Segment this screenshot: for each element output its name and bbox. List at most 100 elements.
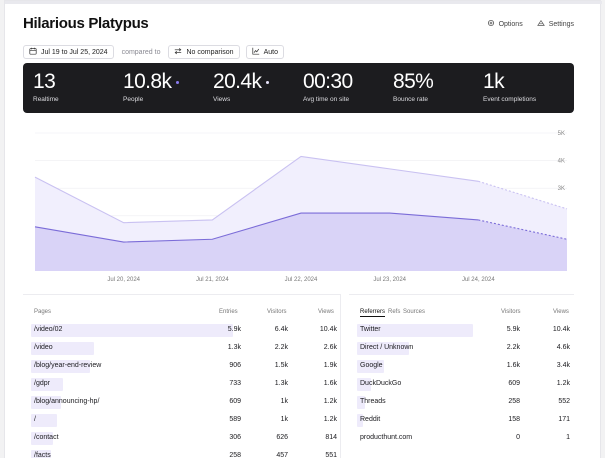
- row-label: producthunt.com: [360, 434, 413, 441]
- table-row[interactable]: / 589 1k 1.2k: [23, 411, 340, 429]
- row-label: /: [34, 416, 36, 423]
- row-share-bar: [31, 324, 233, 337]
- row-label: /contact: [34, 434, 59, 441]
- stat-event-completions[interactable]: 1k Event completions: [483, 70, 536, 103]
- people-series-dot: [176, 80, 180, 84]
- pages-list: /video/02 5.9k 6.4k 10.4k/video 1.3k 2.2k 2.6k…: [23, 321, 340, 458]
- row-label: /gdpr: [34, 380, 50, 387]
- row-share-bar: [357, 414, 363, 427]
- row-visitors: 626: [276, 434, 288, 441]
- stat-people[interactable]: 10.8k People: [123, 70, 180, 103]
- pages-panel: Pages Entries Visitors Views /video/02 5.…: [23, 294, 341, 458]
- row-views: 10.4k: [552, 326, 570, 333]
- table-row[interactable]: /facts 258 457 551: [23, 447, 340, 458]
- row-share-bar: [357, 396, 366, 409]
- row-label: /video/02: [34, 326, 63, 333]
- row-views: 814: [325, 434, 337, 441]
- table-row[interactable]: Reddit 158 171: [349, 411, 574, 429]
- y-tick-label: 3K: [558, 186, 565, 192]
- options-button[interactable]: Options: [487, 19, 523, 29]
- row-entries: 306: [229, 434, 241, 441]
- dashboard-page: Hilarious Platypus Options Settings Jul …: [4, 0, 602, 458]
- table-row[interactable]: Google 1.6k 3.4k: [349, 357, 574, 375]
- line-views-partial: [478, 180, 568, 210]
- stat-label: Event completions: [483, 96, 537, 103]
- row-share-bar: [357, 324, 473, 337]
- stat-value: 20.4k: [213, 70, 262, 93]
- table-row[interactable]: /blog/announcing-hp/609 1k 1.2k: [23, 393, 340, 411]
- line-people-partial: [478, 219, 568, 240]
- row-entries: 258: [229, 452, 241, 458]
- date-range-label: Jul 19 to Jul 25, 2024: [41, 48, 108, 56]
- row-visitors: 1k: [280, 416, 288, 423]
- table-row[interactable]: Direct / Unknown 2.2k 4.6k: [349, 339, 574, 357]
- pages-header-views: Views: [318, 309, 334, 315]
- row-visitors: 6.4k: [274, 326, 288, 333]
- row-views: 1.6k: [323, 380, 337, 387]
- filter-bar: Jul 19 to Jul 25, 2024 compared to No co…: [23, 45, 284, 59]
- row-label: /blog/year-end-review: [34, 362, 102, 369]
- compare-arrows-icon: [174, 47, 182, 57]
- row-visitors: 158: [508, 416, 520, 423]
- row-share-bar: [31, 360, 90, 373]
- table-row[interactable]: /contact 306 626 814: [23, 429, 340, 447]
- views-series-dot: [266, 80, 270, 84]
- row-share-bar: [31, 450, 52, 458]
- stat-label: Realtime: [33, 96, 59, 103]
- row-visitors: 5.9k: [506, 326, 520, 333]
- table-row[interactable]: Twitter 5.9k 10.4k: [349, 321, 574, 339]
- stat-label: Bounce rate: [393, 96, 429, 103]
- row-entries: 733: [229, 380, 241, 387]
- row-entries: 906: [229, 362, 241, 369]
- row-share-bar: [357, 342, 410, 355]
- table-row[interactable]: /video 1.3k 2.2k 2.6k: [23, 339, 340, 357]
- row-visitors: 1k: [280, 398, 288, 405]
- row-share-bar: [357, 360, 384, 373]
- row-views: 1.2k: [556, 380, 570, 387]
- pages-header-visitors: Visitors: [267, 309, 287, 315]
- referrers-header-visitors: Visitors: [501, 309, 521, 315]
- row-visitors: 1.3k: [274, 380, 288, 387]
- row-label: DuckDuckGo: [360, 380, 402, 387]
- tab-sources[interactable]: Sources: [403, 309, 426, 315]
- header-actions: Options Settings: [487, 19, 574, 29]
- date-range-picker[interactable]: Jul 19 to Jul 25, 2024: [23, 45, 114, 59]
- stat-avg-time[interactable]: 00:30 Avg time on site: [303, 70, 353, 103]
- row-views: 1.9k: [323, 362, 337, 369]
- row-visitors: 2.2k: [274, 344, 288, 351]
- row-visitors: 1.5k: [274, 362, 288, 369]
- row-views: 1.2k: [323, 398, 337, 405]
- table-row[interactable]: /blog/year-end-review 906 1.5k 1.9k: [23, 357, 340, 375]
- row-label: Google: [360, 362, 383, 369]
- x-tick-label: Jul 23, 2024: [373, 277, 406, 283]
- row-share-bar: [31, 342, 94, 355]
- table-row[interactable]: /gdpr 733 1.3k 1.6k: [23, 375, 340, 393]
- stat-realtime[interactable]: 13 Realtime: [33, 70, 59, 103]
- tab-refs[interactable]: Refs: [388, 309, 401, 315]
- row-visitors: 0: [516, 434, 520, 441]
- row-label: /video: [34, 344, 53, 351]
- area-people: [35, 213, 567, 271]
- row-visitors: 609: [508, 380, 520, 387]
- stat-value: 1k: [483, 70, 505, 93]
- stat-value: 85%: [393, 70, 434, 93]
- comparison-select[interactable]: No comparison: [168, 45, 240, 59]
- table-row[interactable]: producthunt.com 0 1: [349, 429, 574, 447]
- table-row[interactable]: DuckDuckGo 609 1.2k: [349, 375, 574, 393]
- x-tick-label: Jul 21, 2024: [196, 277, 229, 283]
- row-views: 552: [558, 398, 570, 405]
- calendar-icon: [29, 47, 37, 57]
- row-entries: 1.3k: [227, 344, 241, 351]
- table-row[interactable]: Threads 258 552: [349, 393, 574, 411]
- pages-header-entries: Entries: [219, 309, 238, 315]
- settings-button[interactable]: Settings: [536, 19, 574, 29]
- interval-label: Auto: [263, 48, 278, 56]
- row-views: 3.4k: [556, 362, 570, 369]
- table-row[interactable]: /video/02 5.9k 6.4k 10.4k: [23, 321, 340, 339]
- stat-views[interactable]: 20.4k Views: [213, 70, 270, 103]
- interval-select[interactable]: Auto: [245, 45, 284, 59]
- row-label: Reddit: [360, 416, 381, 423]
- tab-referrers[interactable]: Referrers: [360, 309, 386, 317]
- stat-bounce-rate[interactable]: 85% Bounce rate: [393, 70, 434, 103]
- row-label: /facts: [34, 452, 51, 458]
